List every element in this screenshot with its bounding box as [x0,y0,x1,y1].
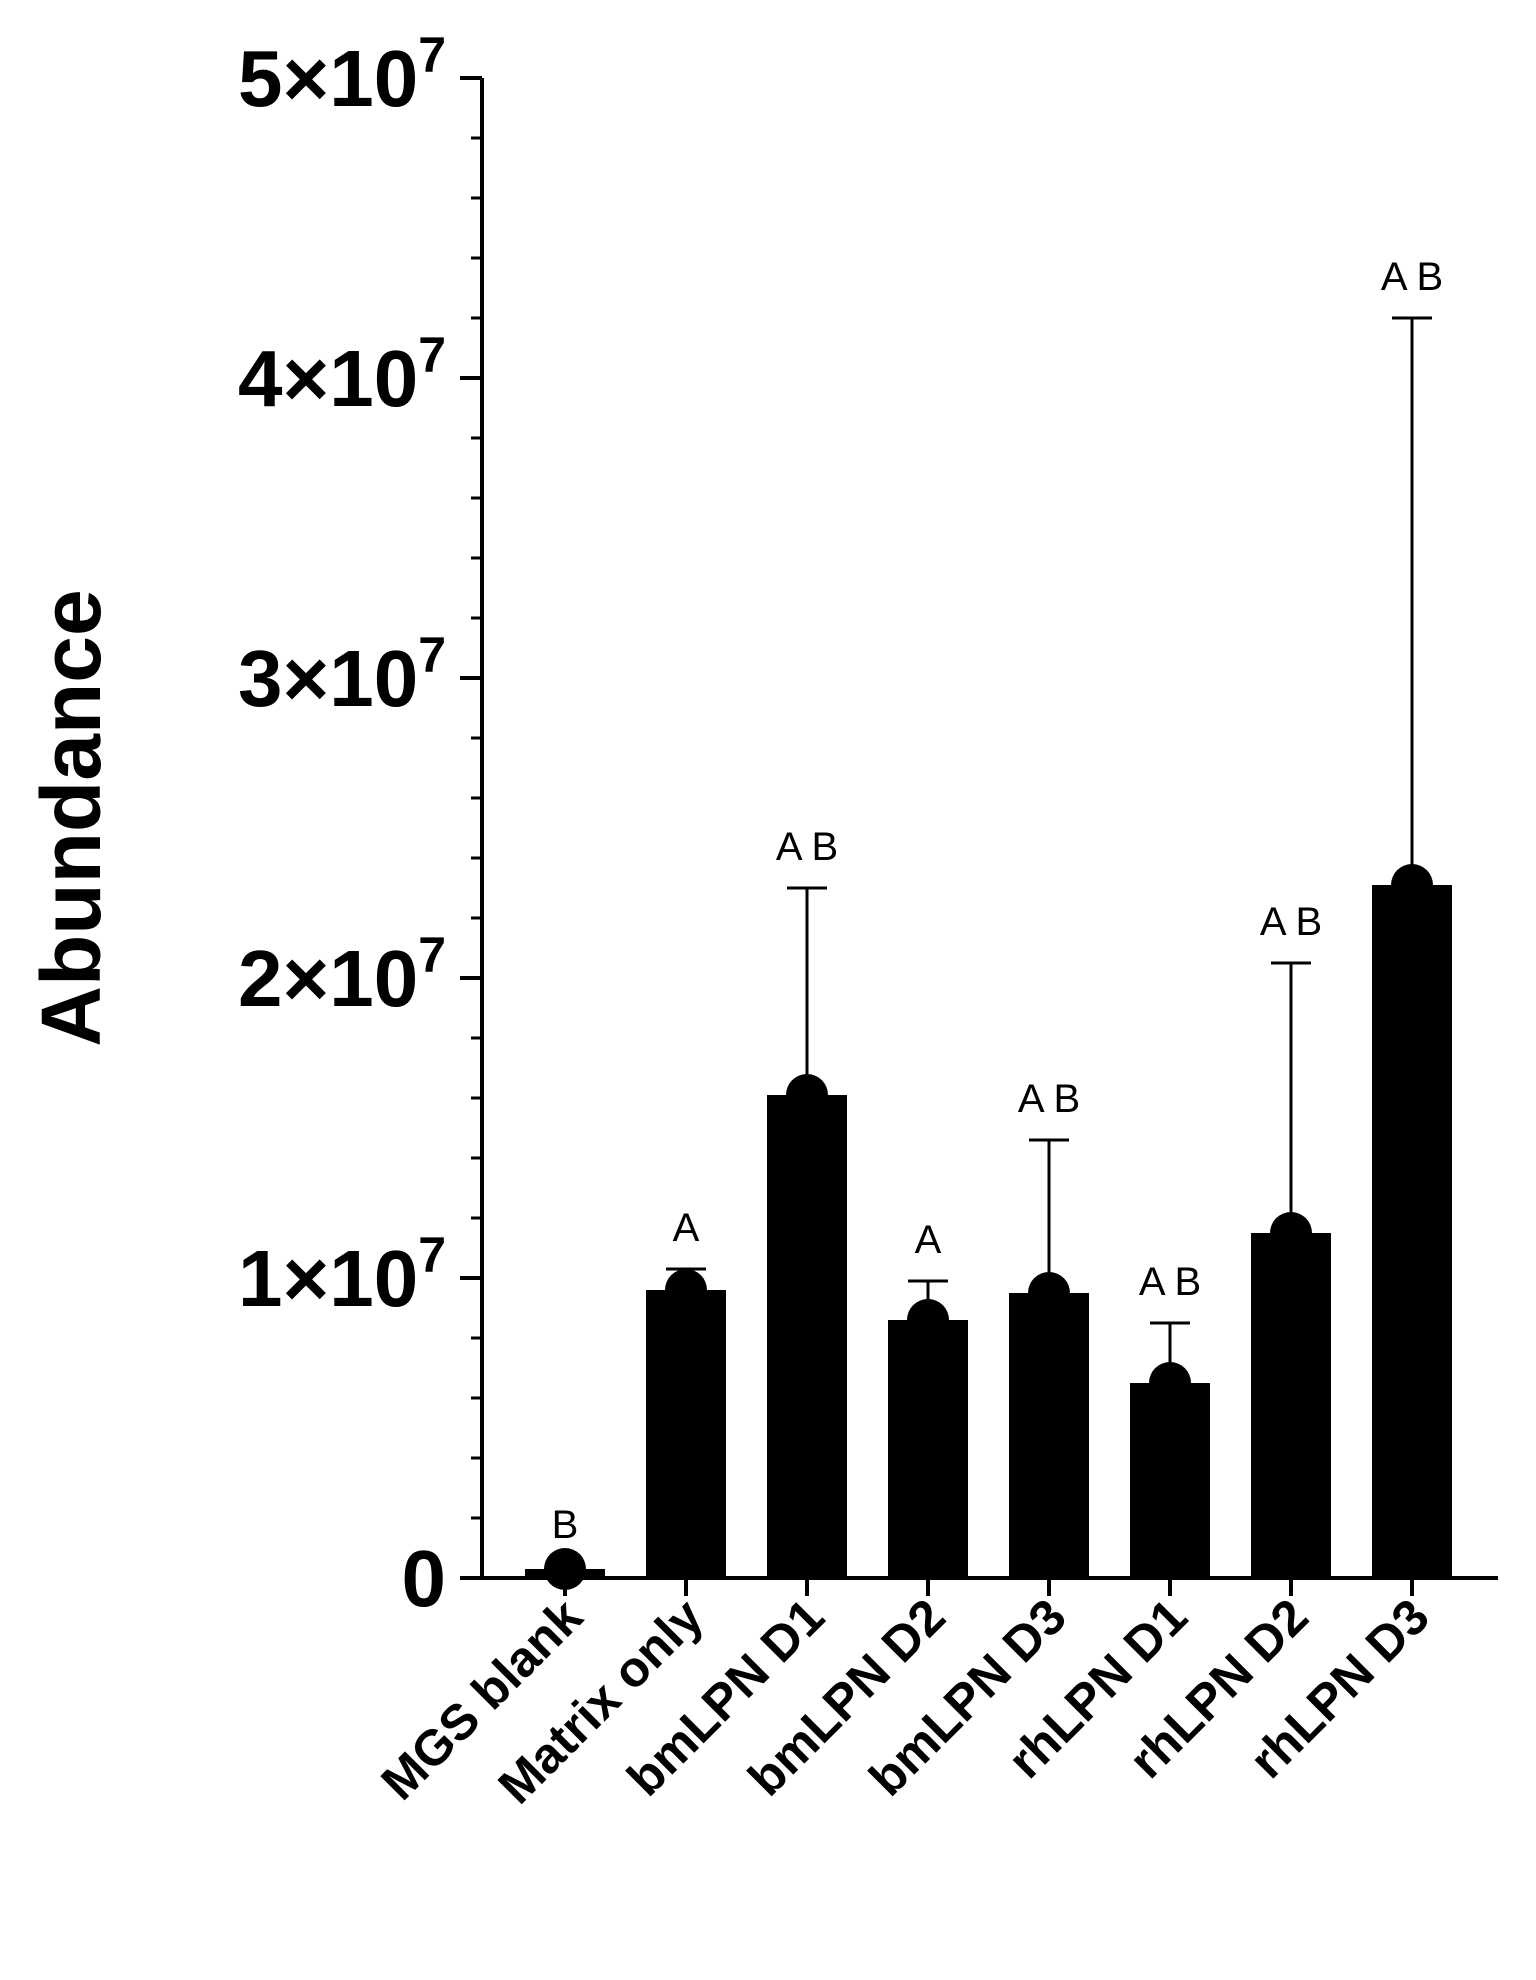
y-tick-label: 3×107 [238,627,446,723]
significance-label: A B [776,825,838,869]
y-tick-label: 1×107 [238,1227,446,1323]
y-axis-title: Abundance [24,589,118,1046]
bar [1130,1383,1210,1578]
y-tick-label: 2×107 [238,927,446,1023]
significance-label: A [673,1206,700,1250]
bar [646,1290,726,1578]
significance-label: B [552,1503,579,1547]
significance-label: A [915,1218,942,1262]
significance-label: A B [1260,900,1322,944]
bar [888,1320,968,1578]
y-axis: 0 1×107 2×107 3×107 4×107 5×107 [238,27,484,1623]
significance-label: A B [1381,255,1443,299]
bar [1372,885,1452,1578]
y-tick-label: 0 [402,1534,447,1623]
significance-label: A B [1139,1260,1201,1304]
y-tick-label: 4×107 [238,327,446,423]
significance-labels: B A A B A A B A B A B A B [552,255,1443,1547]
bar [1009,1293,1089,1578]
bar [767,1095,847,1578]
y-tick-label: 5×107 [238,27,446,123]
error-bars [545,316,1432,1569]
bar [1251,1233,1331,1578]
bars [525,864,1452,1590]
significance-label: A B [1018,1077,1080,1121]
